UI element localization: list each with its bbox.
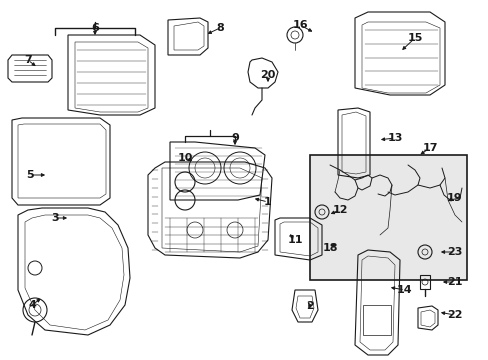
Text: 15: 15 [407,33,422,43]
Text: 6: 6 [91,23,99,33]
Text: 17: 17 [421,143,437,153]
Text: 19: 19 [446,193,462,203]
Text: 23: 23 [447,247,462,257]
Bar [362,305,390,335]
Text: 10: 10 [177,153,192,163]
Text: 3: 3 [51,213,59,223]
Text: 12: 12 [331,205,347,215]
Text: 5: 5 [26,170,34,180]
Text: 18: 18 [322,243,337,253]
Text: 20: 20 [260,70,275,80]
Text: 4: 4 [28,300,36,310]
Bar [309,155,466,280]
Text: 9: 9 [231,133,239,143]
Text: 8: 8 [216,23,224,33]
Text: 16: 16 [292,20,307,30]
Text: 21: 21 [447,277,462,287]
Text: 11: 11 [286,235,302,245]
Text: 1: 1 [264,197,271,207]
Text: 7: 7 [24,55,32,65]
Text: 22: 22 [447,310,462,320]
Text: 13: 13 [386,133,402,143]
Text: 2: 2 [305,301,313,311]
Bar [419,275,429,289]
Text: 14: 14 [396,285,412,295]
